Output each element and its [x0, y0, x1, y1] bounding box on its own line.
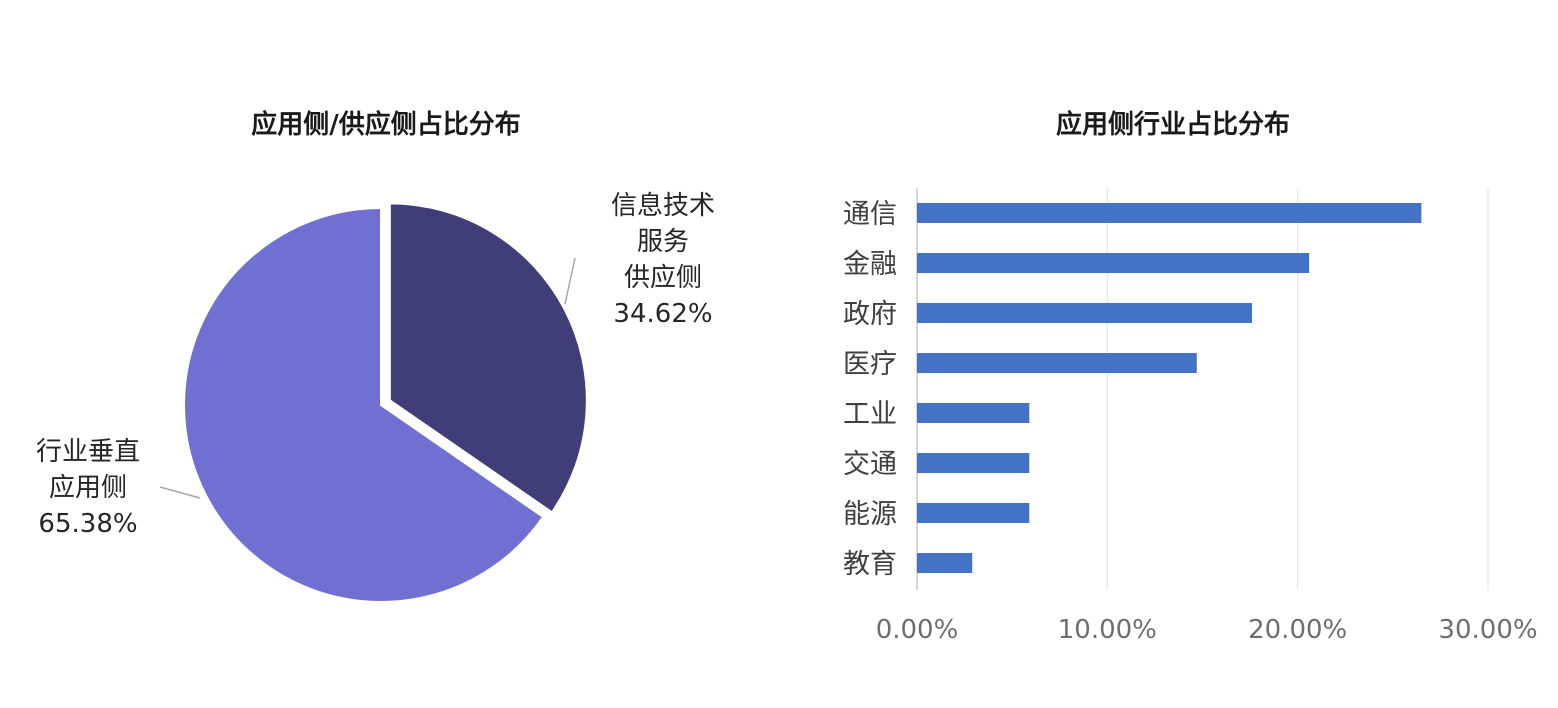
pie-chart-title: 应用侧/供应侧占比分布: [251, 109, 521, 140]
bar-8: [917, 553, 973, 573]
category-label: 政府: [843, 299, 897, 330]
bar-3: [917, 303, 1252, 323]
bar-4: [917, 353, 1197, 373]
x-tick-label: 0.00%: [876, 615, 959, 645]
pie-slice-label-1: 信息技术服务供应侧 34.62%: [611, 191, 715, 329]
x-tick-label: 10.00%: [1058, 615, 1157, 645]
category-label: 教育: [843, 549, 897, 580]
pie-leader-line-2: [159, 486, 201, 499]
category-label: 交通: [843, 449, 897, 480]
bar-7: [917, 503, 1030, 523]
pie-chart: 应用侧/供应侧占比分布 信息技术服务供应侧 34.62% 行业垂直应用侧 65.38%: [36, 109, 715, 603]
x-tick-label: 20.00%: [1248, 615, 1347, 645]
bar-chart-title: 应用侧行业占比分布: [1056, 109, 1290, 140]
bar-1: [917, 203, 1422, 223]
pie-slice-label-2: 行业垂直应用侧 65.38%: [36, 437, 140, 539]
category-label: 能源: [843, 499, 897, 530]
category-label: 工业: [843, 399, 897, 430]
category-label: 通信: [843, 199, 897, 230]
pie-slice-2: [183, 206, 545, 603]
bar-chart: 应用侧行业占比分布 0.00% 10.00% 20.00% 30.00% 通信金融政府医…: [843, 109, 1538, 645]
bar-2: [917, 253, 1310, 273]
x-tick-label: 30.00%: [1438, 615, 1537, 645]
pie-leader-line-1: [564, 257, 576, 305]
bar-6: [917, 453, 1030, 473]
pie-slice-1: [388, 202, 588, 514]
category-label: 金融: [843, 249, 897, 280]
category-label: 医疗: [843, 349, 897, 380]
bar-5: [917, 403, 1030, 423]
